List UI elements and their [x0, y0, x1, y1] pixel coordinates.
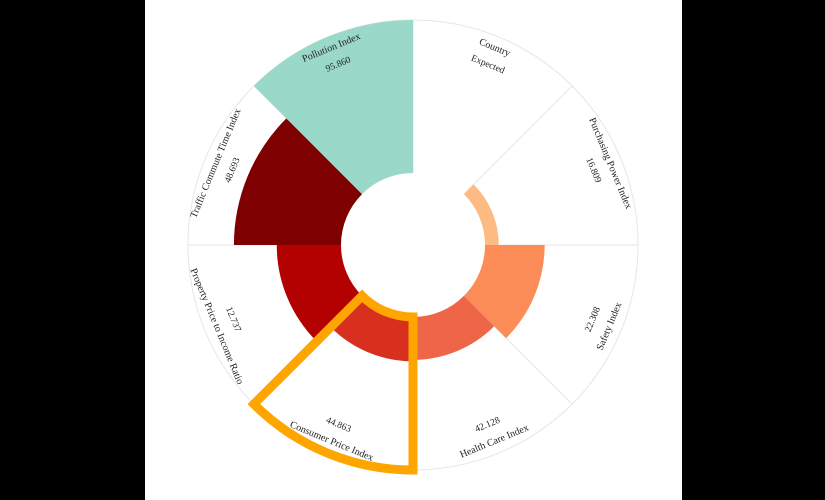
value-label-safety-index: 22.308: [584, 305, 603, 333]
highlight-outline: [247, 289, 418, 475]
value-label-property-price-to-income-ratio: 12.737: [223, 306, 242, 334]
value-label-purchasing-power-index: 16.809: [583, 156, 602, 184]
grid-spoke: [463, 85, 573, 195]
chart-highlight: [247, 289, 418, 475]
bar-property-price-to-income-ratio[interactable]: [276, 245, 363, 342]
value-label-country: Expected: [469, 54, 506, 77]
bar-health-care-index[interactable]: [413, 295, 495, 360]
value-label-health-care-index: 42.128: [474, 416, 502, 435]
bar-safety-index[interactable]: [463, 245, 545, 339]
value-label-traffic-commute-time-index: 48.693: [223, 156, 242, 184]
bar-traffic-commute-time-index[interactable]: [233, 118, 363, 245]
value-label-consumer-price-index: 44.863: [324, 416, 352, 435]
bar-purchasing-power-index[interactable]: [463, 184, 499, 245]
chart-canvas: Country Expected Purchasing Power Index 16.…: [145, 0, 682, 500]
bar-pollution-index[interactable]: [253, 20, 413, 195]
